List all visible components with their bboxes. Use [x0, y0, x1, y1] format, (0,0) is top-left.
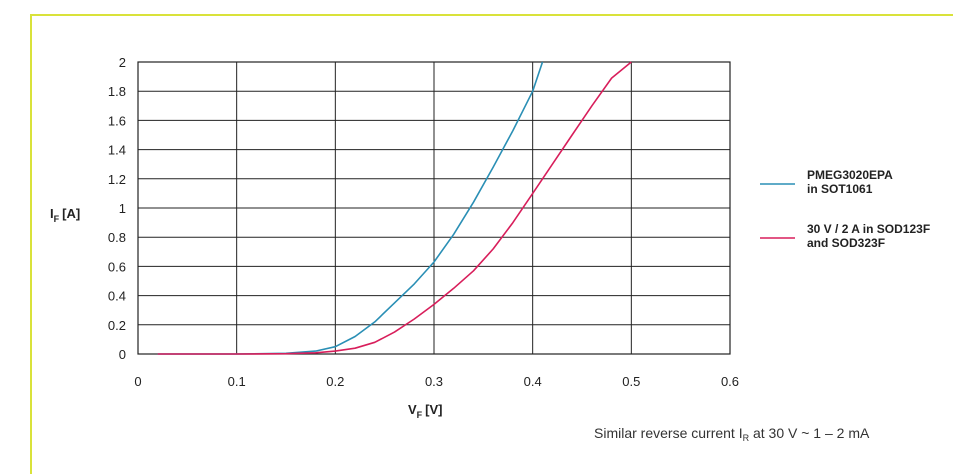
plot-border — [137, 61, 731, 355]
y-tick-label: 1.4 — [108, 143, 126, 158]
y-tick-label: 0.6 — [108, 259, 126, 274]
y-tick-label: 0.8 — [108, 230, 126, 245]
y-tick-label: 1.8 — [108, 84, 126, 99]
x-ticks: 0 0.1 0.2 0.3 0.4 0.5 0.6 — [134, 374, 739, 389]
x-tick-label: 0.5 — [622, 374, 640, 389]
x-tick-label: 0.3 — [425, 374, 443, 389]
y-axis-label: IF [A] — [50, 206, 80, 224]
y-tick-label: 2 — [119, 55, 126, 70]
y-tick-label: 0 — [119, 347, 126, 362]
y-tick-label: 1 — [119, 201, 126, 216]
legend-label-1: PMEG3020EPA — [807, 168, 893, 182]
x-tick-label: 0.2 — [326, 374, 344, 389]
y-tick-label: 0.4 — [108, 289, 126, 304]
x-tick-label: 0.4 — [524, 374, 542, 389]
legend-label-2: 30 V / 2 A in SOD123F — [807, 222, 930, 236]
x-tick-label: 0.1 — [228, 374, 246, 389]
y-tick-label: 1.6 — [108, 113, 126, 128]
y-ticks: 0 0.2 0.4 0.6 0.8 1 1.2 1.4 1.6 1.8 2 — [108, 55, 126, 362]
chart-frame — [30, 14, 953, 474]
x-tick-label: 0 — [134, 374, 141, 389]
y-tick-label: 1.2 — [108, 172, 126, 187]
legend-label-2: and SOD323F — [807, 236, 885, 250]
series-line-1 — [157, 61, 544, 355]
chart: 0 0.2 0.4 0.6 0.8 1 1.2 1.4 1.6 1.8 2 0 0.1 0.2 0.3 0.… — [50, 55, 930, 443]
reverse-current-note: Similar reverse current IR at 30 V ~ 1 –… — [594, 425, 870, 443]
y-tick-label: 0.2 — [108, 318, 126, 333]
series-line-2 — [157, 61, 632, 355]
legend-label-1: in SOT1061 — [807, 182, 873, 196]
x-tick-label: 0.6 — [721, 374, 739, 389]
series-lines — [157, 61, 632, 355]
grid — [137, 61, 731, 355]
x-axis-label: VF [V] — [408, 402, 443, 420]
